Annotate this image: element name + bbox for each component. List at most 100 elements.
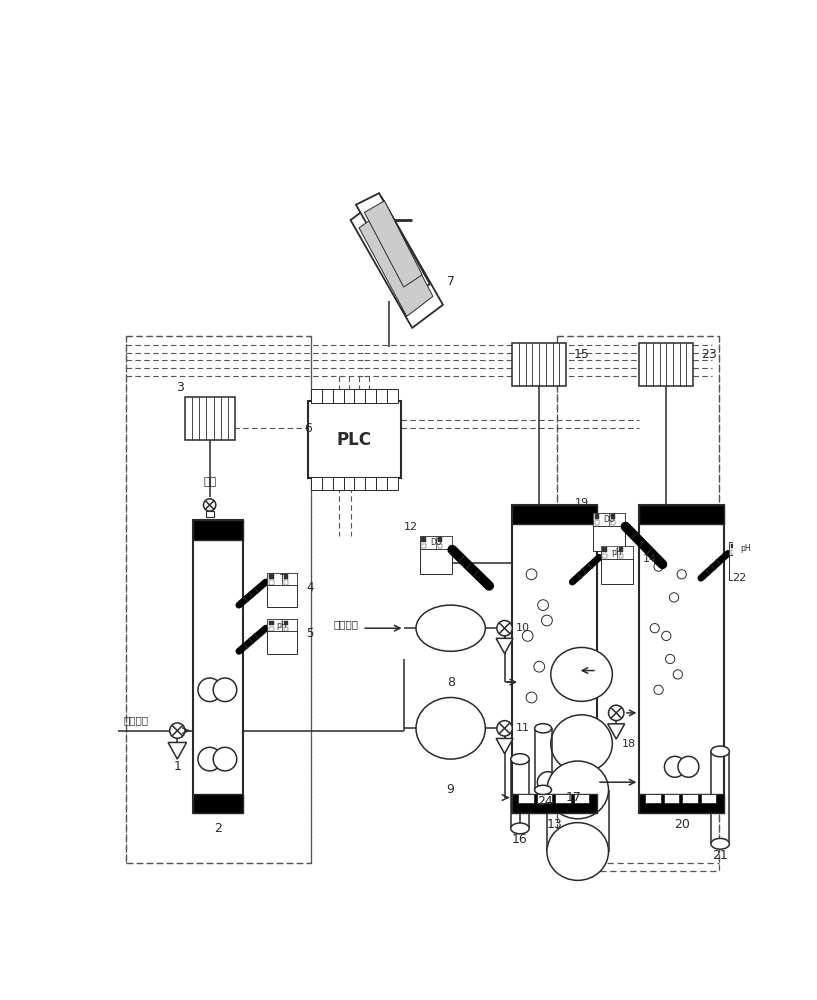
- Bar: [664, 794, 680, 803]
- Circle shape: [538, 600, 548, 610]
- Ellipse shape: [511, 823, 529, 834]
- Text: 21: 21: [712, 849, 728, 862]
- Bar: [537, 794, 552, 803]
- Bar: [420, 536, 452, 574]
- Text: 17: 17: [566, 791, 582, 804]
- Ellipse shape: [534, 785, 551, 795]
- Bar: [376, 389, 386, 403]
- Bar: [645, 794, 661, 803]
- Bar: [344, 389, 355, 403]
- Text: 9: 9: [447, 783, 454, 796]
- Bar: [267, 619, 297, 654]
- Bar: [640, 794, 724, 813]
- Bar: [574, 794, 589, 803]
- Polygon shape: [496, 738, 513, 754]
- Bar: [701, 794, 717, 803]
- Ellipse shape: [416, 605, 485, 651]
- Text: 生活污水: 生活污水: [333, 619, 359, 629]
- Bar: [311, 477, 322, 490]
- Bar: [593, 513, 626, 526]
- Bar: [355, 477, 365, 490]
- Text: 15: 15: [574, 348, 590, 361]
- Text: 加碱: 加碱: [203, 477, 217, 487]
- Text: 剩余污泥: 剩余污泥: [123, 716, 149, 726]
- Bar: [618, 554, 623, 558]
- Text: 23: 23: [701, 348, 717, 361]
- Ellipse shape: [551, 715, 613, 773]
- Text: 12: 12: [404, 522, 417, 532]
- Text: 13: 13: [547, 818, 562, 831]
- Ellipse shape: [547, 761, 609, 819]
- Circle shape: [497, 620, 512, 636]
- Circle shape: [669, 593, 679, 602]
- Text: 4: 4: [306, 581, 314, 594]
- Bar: [269, 627, 274, 631]
- Polygon shape: [364, 201, 422, 287]
- Circle shape: [673, 670, 682, 679]
- Text: 5: 5: [306, 627, 313, 640]
- Bar: [730, 542, 761, 555]
- Bar: [682, 794, 698, 803]
- Circle shape: [213, 747, 237, 771]
- Bar: [611, 514, 615, 519]
- Bar: [422, 537, 426, 542]
- Bar: [438, 544, 442, 548]
- Circle shape: [542, 615, 552, 626]
- Bar: [556, 794, 571, 803]
- Bar: [611, 520, 615, 525]
- Bar: [422, 544, 426, 548]
- Circle shape: [664, 756, 685, 777]
- Circle shape: [522, 631, 533, 641]
- Bar: [283, 627, 288, 631]
- Bar: [308, 401, 400, 478]
- Text: 20: 20: [674, 818, 690, 831]
- Bar: [185, 397, 235, 440]
- Bar: [333, 477, 344, 490]
- Circle shape: [213, 678, 237, 702]
- Text: pH: pH: [612, 548, 623, 557]
- Bar: [386, 389, 398, 403]
- Bar: [512, 794, 597, 813]
- Circle shape: [203, 499, 216, 511]
- Polygon shape: [350, 197, 443, 328]
- Bar: [420, 536, 452, 549]
- Bar: [747, 544, 752, 548]
- Text: 22: 22: [732, 573, 746, 583]
- Bar: [193, 520, 243, 540]
- Ellipse shape: [711, 746, 730, 757]
- Circle shape: [534, 661, 545, 672]
- Bar: [593, 513, 626, 551]
- Bar: [365, 389, 376, 403]
- Circle shape: [198, 678, 221, 702]
- Bar: [600, 546, 633, 584]
- Bar: [595, 514, 600, 519]
- Circle shape: [666, 654, 675, 664]
- Text: 1: 1: [173, 760, 181, 773]
- Bar: [365, 477, 376, 490]
- Bar: [731, 544, 735, 548]
- Circle shape: [170, 723, 185, 738]
- Bar: [512, 505, 597, 524]
- Ellipse shape: [511, 754, 529, 764]
- Ellipse shape: [547, 823, 609, 880]
- Bar: [600, 546, 633, 559]
- Text: 18: 18: [622, 739, 636, 749]
- Bar: [519, 794, 534, 803]
- Circle shape: [551, 772, 572, 793]
- Ellipse shape: [551, 647, 613, 701]
- Bar: [640, 343, 693, 386]
- Polygon shape: [168, 742, 186, 759]
- Bar: [267, 573, 297, 585]
- Text: pH: pH: [740, 544, 751, 553]
- Circle shape: [677, 570, 686, 579]
- Circle shape: [526, 569, 537, 580]
- Text: 8: 8: [447, 676, 455, 689]
- Bar: [512, 505, 597, 813]
- Bar: [376, 477, 386, 490]
- Circle shape: [198, 747, 221, 771]
- Text: 10: 10: [516, 623, 530, 633]
- Bar: [595, 520, 600, 525]
- Text: 6: 6: [304, 422, 312, 434]
- Circle shape: [650, 624, 659, 633]
- Bar: [206, 511, 213, 517]
